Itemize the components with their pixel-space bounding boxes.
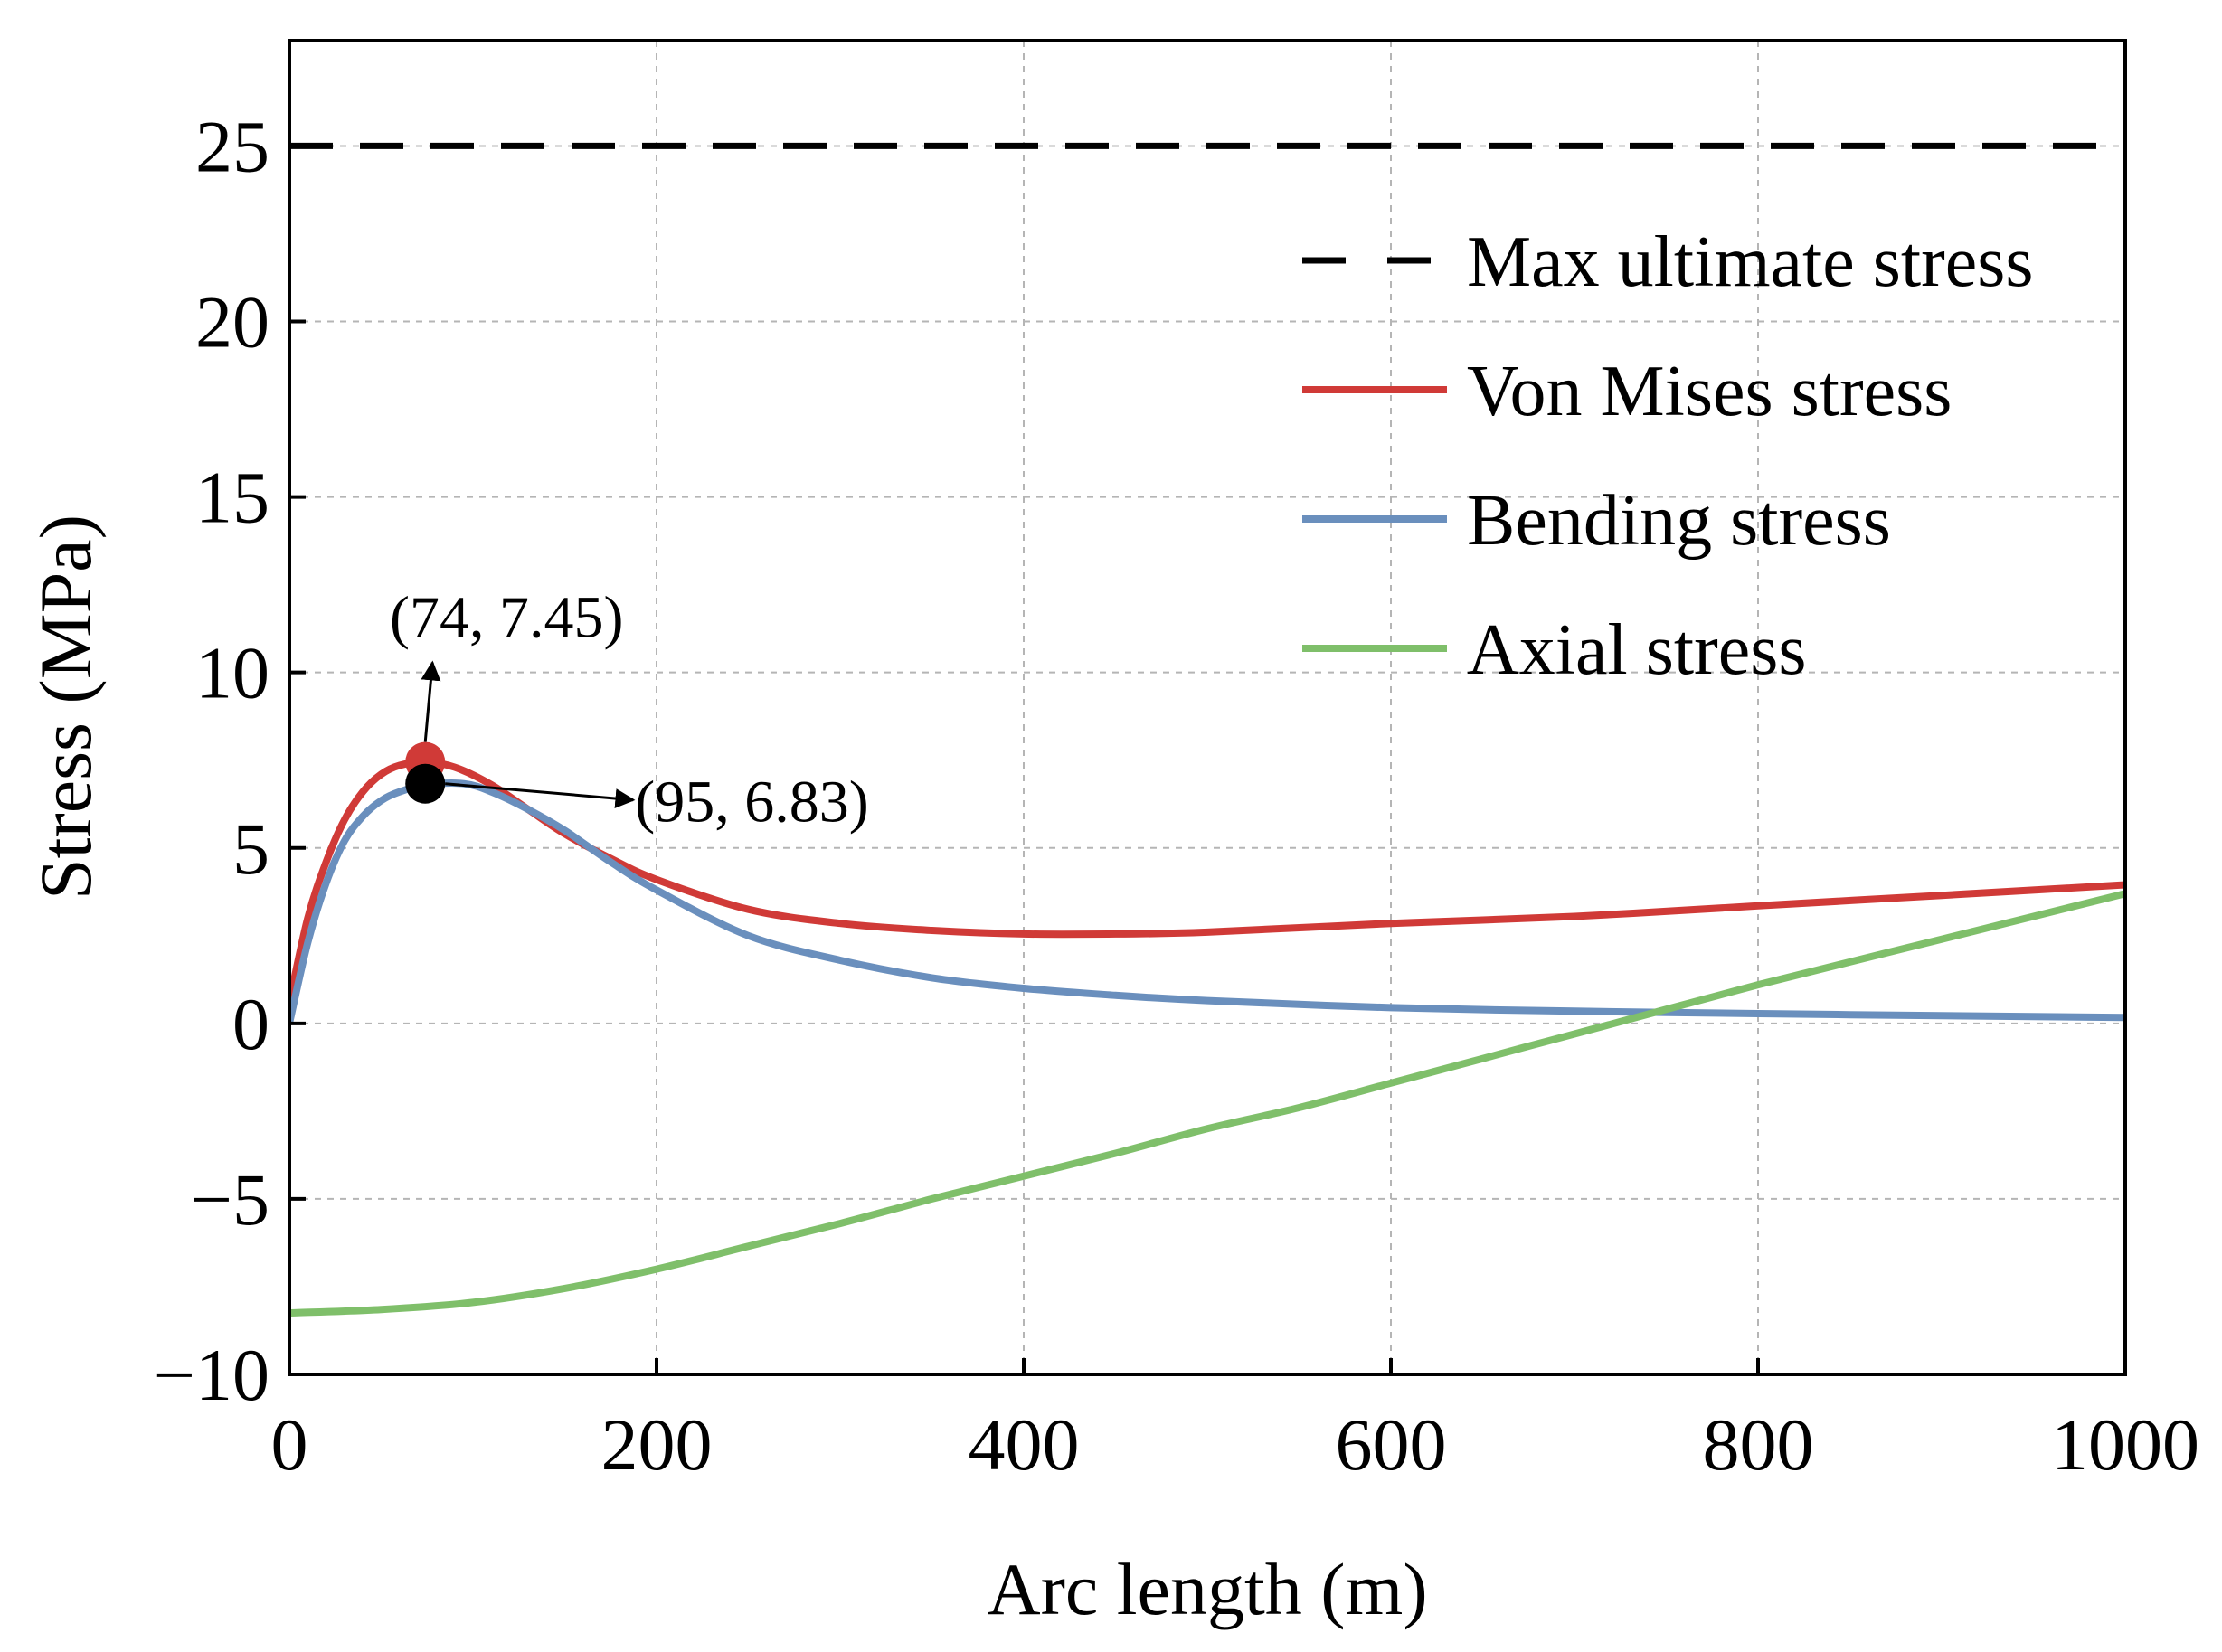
legend-label: Bending stress bbox=[1467, 481, 1891, 561]
peak-marker-2 bbox=[405, 763, 446, 804]
legend-item-axial-stress: Axial stress bbox=[1302, 610, 1807, 690]
y-tick-label: 5 bbox=[232, 807, 269, 890]
legend-item-von-mises-stress: Von Mises stress bbox=[1302, 352, 1952, 431]
legend-item-max-ultimate-stress: Max ultimate stress bbox=[1302, 222, 2034, 302]
y-axis-title: Stress (MPa) bbox=[24, 514, 107, 900]
legend-label: Max ultimate stress bbox=[1467, 222, 2034, 302]
x-axis-title: Arc length (m) bbox=[987, 1548, 1427, 1630]
annotation-arrow-2 bbox=[445, 782, 636, 808]
series-lines bbox=[289, 142, 2125, 1317]
x-tick-label: 1000 bbox=[2051, 1403, 2199, 1486]
annotation-label-2: (95, 6.83) bbox=[635, 769, 868, 835]
legend-label: Von Mises stress bbox=[1467, 352, 1952, 431]
x-tick-label: 200 bbox=[601, 1403, 713, 1486]
annotation-label-1: (74, 7.45) bbox=[390, 585, 623, 651]
x-tick-label: 800 bbox=[1703, 1403, 1814, 1486]
axis-ticks: 0 200 400 600 800 1000 −10 −5 0 5 10 15 20 25 bbox=[154, 105, 2199, 1486]
y-tick-label: −5 bbox=[191, 1158, 269, 1241]
x-tick-label: 400 bbox=[969, 1403, 1080, 1486]
y-tick-label: 15 bbox=[195, 457, 269, 539]
legend-item-bending-stress: Bending stress bbox=[1302, 481, 1891, 561]
series-line-bending-stress bbox=[289, 779, 2125, 1024]
x-tick-label: 600 bbox=[1336, 1403, 1447, 1486]
y-tick-label: −10 bbox=[154, 1334, 269, 1416]
annotation-arrow-1 bbox=[421, 660, 441, 742]
peak-annotations: (74, 7.45) (95, 6.83) bbox=[390, 585, 869, 835]
series-line-von-mises-stress bbox=[289, 758, 2125, 1004]
y-tick-label: 0 bbox=[232, 983, 269, 1065]
legend: Max ultimate stress Von Mises stress Bendi… bbox=[1302, 222, 2034, 690]
legend-label: Axial stress bbox=[1467, 610, 1807, 690]
y-tick-label: 25 bbox=[195, 105, 269, 187]
y-tick-label: 20 bbox=[195, 281, 269, 363]
x-tick-label: 0 bbox=[271, 1403, 308, 1486]
plot-frame bbox=[288, 39, 2127, 1376]
y-tick-label: 10 bbox=[195, 632, 269, 714]
series-line-axial-stress bbox=[289, 890, 2125, 1317]
